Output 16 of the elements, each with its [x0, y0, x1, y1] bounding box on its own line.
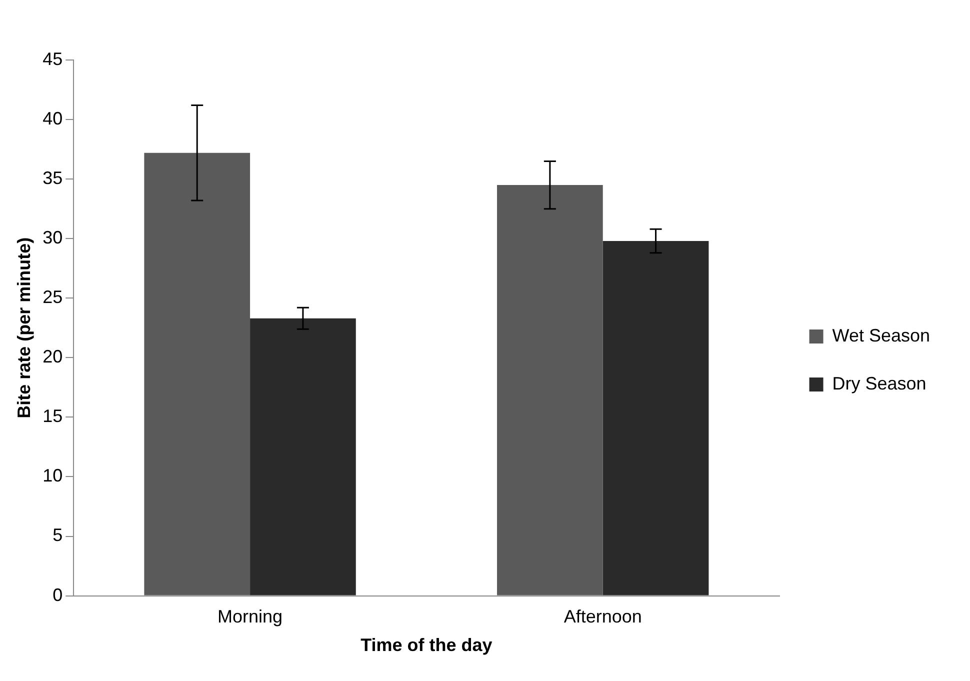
- y-tick-label: 45: [42, 48, 63, 69]
- y-tick-label: 40: [42, 108, 63, 128]
- y-tick-label: 0: [52, 584, 63, 605]
- y-tick-label: 15: [42, 406, 63, 426]
- y-tick-label: 35: [42, 168, 63, 188]
- y-tick-label: 5: [52, 525, 63, 546]
- y-tick-label: 30: [42, 228, 63, 248]
- y-tick-label: 10: [42, 466, 63, 486]
- x-tick-label: Afternoon: [564, 606, 642, 627]
- x-axis-title: Time of the day: [360, 635, 492, 656]
- legend-label: Wet Season: [832, 325, 930, 346]
- y-tick-label: 25: [42, 287, 63, 308]
- y-tick-label: 20: [42, 346, 63, 367]
- legend-label: Dry Season: [832, 373, 926, 394]
- y-axis-title: Bite rate (per minute): [14, 237, 34, 418]
- x-tick-label: Morning: [218, 606, 283, 627]
